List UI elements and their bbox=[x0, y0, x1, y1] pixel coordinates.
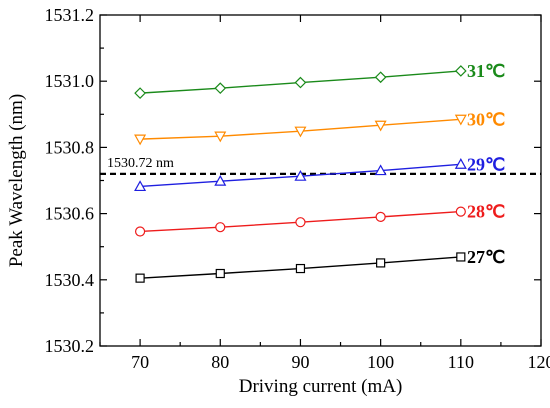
series-labels: 27℃ 28℃ 29℃ 30℃ 31℃ bbox=[467, 61, 505, 267]
series-label: 31℃ bbox=[467, 61, 505, 81]
series-square bbox=[135, 252, 466, 283]
marker-triangle-up bbox=[454, 158, 467, 169]
series-circle bbox=[134, 206, 466, 237]
tick-marks bbox=[99, 14, 542, 347]
x-tick-label: 110 bbox=[448, 352, 474, 372]
series-diamond bbox=[134, 65, 467, 99]
x-tick-label: 80 bbox=[211, 352, 229, 372]
x-axis-title: Driving current (mA) bbox=[239, 376, 403, 397]
y-tick-label: 1530.2 bbox=[45, 336, 95, 356]
series-label: 30℃ bbox=[467, 109, 505, 129]
marker-square bbox=[456, 252, 466, 262]
y-tick-label: 1530.4 bbox=[45, 270, 95, 290]
marker-circle bbox=[375, 211, 386, 223]
marker-triangle-down bbox=[134, 134, 147, 146]
x-tick-label: 70 bbox=[131, 352, 149, 372]
marker-triangle-up bbox=[374, 164, 387, 176]
series-label: 27℃ bbox=[467, 247, 505, 267]
y-tick-label: 1531.2 bbox=[45, 5, 95, 25]
reference-line-label: 1530.72 nm bbox=[107, 156, 174, 171]
marker-square bbox=[376, 258, 386, 268]
marker-circle bbox=[455, 206, 466, 217]
reference-line-group: 1530.72 nm bbox=[100, 156, 541, 175]
x-tick-label: 100 bbox=[367, 352, 394, 372]
series-triangle-up bbox=[134, 158, 467, 192]
series-label: 28℃ bbox=[467, 202, 505, 222]
marker-diamond bbox=[374, 71, 387, 84]
series-label: 29℃ bbox=[467, 154, 505, 174]
marker-triangle-up bbox=[294, 169, 307, 181]
x-tick-label: 90 bbox=[291, 352, 309, 372]
marker-triangle-down bbox=[294, 126, 307, 138]
y-tick-labels: 1530.2 1530.4 1530.6 1530.8 1531.0 1531.2 bbox=[45, 5, 95, 356]
y-tick-label: 1530.6 bbox=[45, 204, 95, 224]
series-triangle-down bbox=[134, 114, 467, 146]
marker-square bbox=[215, 268, 225, 279]
marker-triangle-down bbox=[374, 120, 387, 132]
marker-circle bbox=[215, 222, 226, 233]
marker-square bbox=[135, 273, 145, 283]
marker-diamond bbox=[214, 82, 227, 94]
marker-circle bbox=[134, 226, 146, 237]
marker-diamond bbox=[294, 76, 307, 89]
x-tick-label: 120 bbox=[528, 352, 550, 372]
marker-square bbox=[295, 263, 306, 274]
marker-triangle-up bbox=[134, 180, 147, 192]
y-tick-label: 1531.0 bbox=[45, 71, 95, 91]
series-lines bbox=[134, 65, 467, 283]
y-tick-label: 1530.8 bbox=[45, 137, 95, 157]
marker-diamond bbox=[454, 65, 467, 77]
x-tick-labels: 70 80 90 100 110 120 bbox=[131, 352, 550, 372]
marker-circle bbox=[295, 217, 306, 228]
marker-triangle-down bbox=[454, 114, 467, 126]
marker-triangle-up bbox=[214, 174, 227, 186]
y-axis-title: Peak Wavelength (nm) bbox=[6, 94, 27, 267]
marker-triangle-down bbox=[214, 131, 227, 143]
marker-diamond bbox=[134, 87, 146, 99]
